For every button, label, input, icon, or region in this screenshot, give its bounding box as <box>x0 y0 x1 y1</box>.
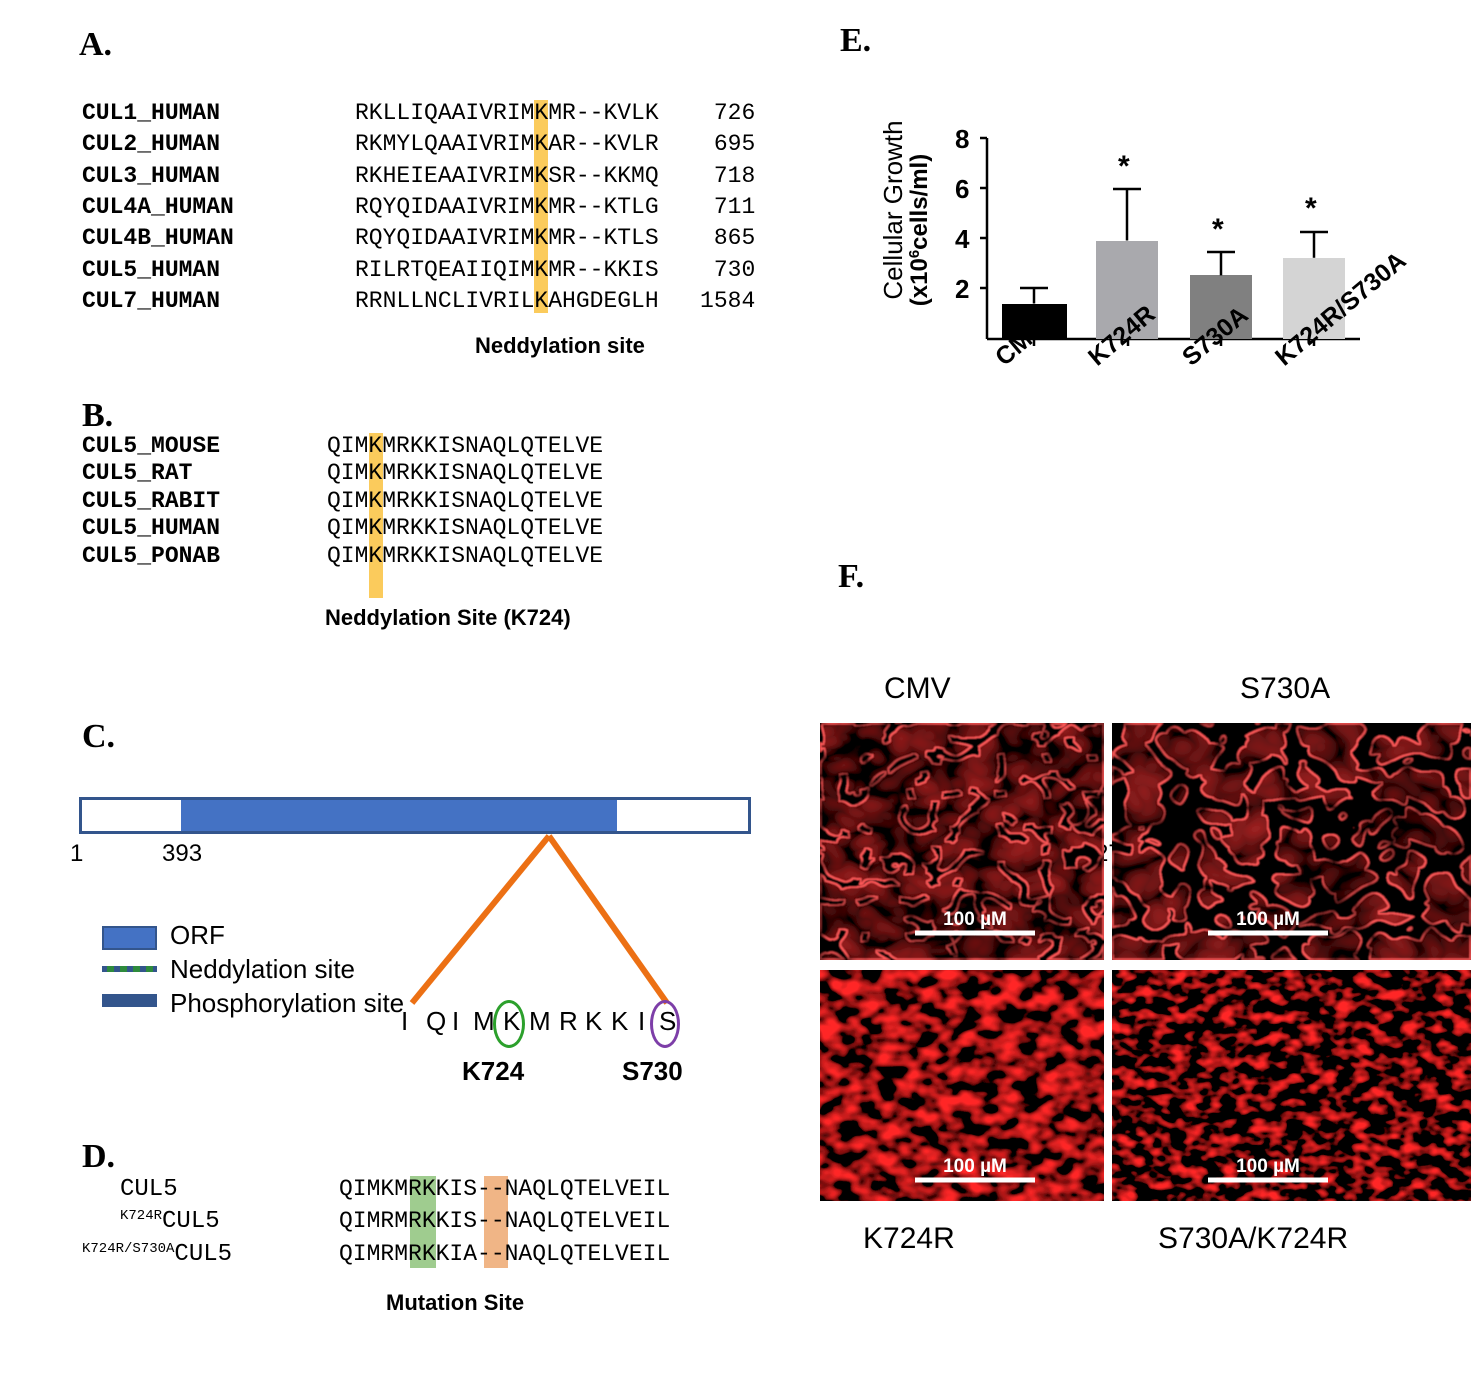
svg-text:100 µM: 100 µM <box>943 909 1007 930</box>
svg-text:100 µM: 100 µM <box>1236 1156 1300 1177</box>
svg-text:100 µM: 100 µM <box>1236 909 1300 930</box>
svg-text:100 µM: 100 µM <box>943 1156 1007 1177</box>
